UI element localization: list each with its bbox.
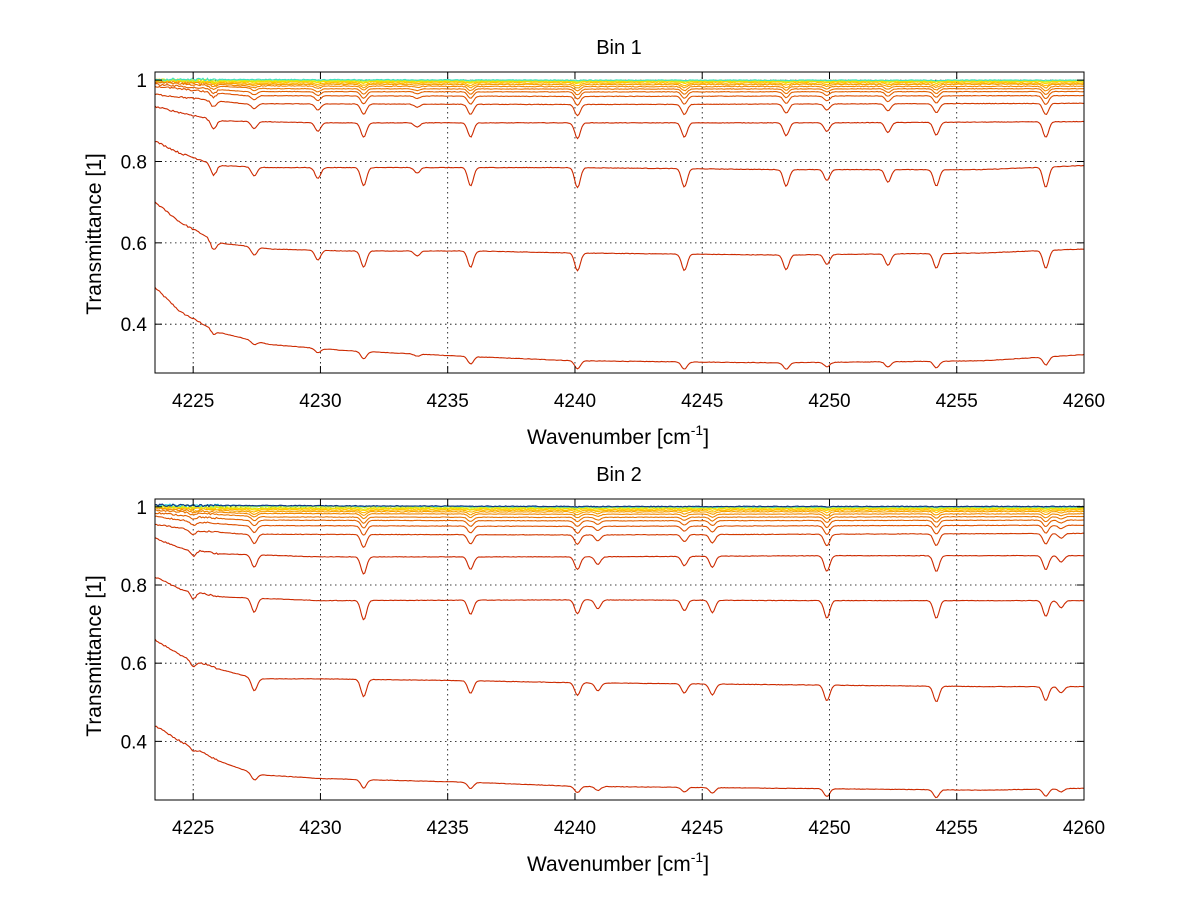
series-line-10 (155, 78, 1084, 89)
x-tick-label: 4255 (936, 391, 978, 412)
series-line-10 (155, 506, 1084, 516)
x-tick-label: 4230 (299, 818, 341, 839)
plot-frame (154, 71, 1085, 374)
series-line-4 (155, 537, 1084, 575)
x-tick-label: 4250 (808, 818, 850, 839)
series-line-13 (155, 505, 1084, 511)
series-line-5 (155, 93, 1084, 117)
plot-frame (154, 498, 1085, 801)
y-tick-label: 1 (136, 71, 147, 92)
chart-bin-1: Bin 1 Wavenumber [cm-1] Transmittance [1… (83, 37, 1105, 449)
series-line-2 (155, 201, 1084, 272)
series-line-7 (155, 83, 1084, 100)
y-tick-label: 0.6 (121, 234, 147, 255)
x-axis-label: Wavenumber [cm-1] (527, 422, 709, 449)
x-tick-label: 4250 (808, 391, 850, 412)
x-tick-label: 4225 (172, 818, 214, 839)
series-line-4 (155, 105, 1084, 140)
series-line-3 (155, 140, 1084, 189)
chart-title: Bin 1 (596, 37, 642, 59)
series-group (155, 77, 1084, 370)
series-line-5 (155, 523, 1084, 549)
series-line-1 (155, 287, 1084, 370)
x-tick-label: 4255 (936, 818, 978, 839)
x-tick-label: 4240 (554, 391, 596, 412)
y-axis-label: Transmittance [1] (83, 575, 106, 736)
x-axis-label-superscript: -1 (691, 849, 704, 865)
x-tick-label: 4245 (681, 818, 723, 839)
x-tick-label: 4235 (427, 391, 469, 412)
series-line-6 (155, 515, 1084, 536)
series-line-9 (155, 507, 1084, 520)
x-axis-label: Wavenumber [cm-1] (527, 849, 709, 876)
series-line-3 (155, 576, 1084, 621)
series-line-8 (155, 509, 1084, 524)
y-tick-label: 0.8 (121, 152, 147, 173)
x-axis-label-superscript: -1 (691, 422, 704, 438)
series-line-2 (155, 638, 1084, 702)
series-line-1 (155, 725, 1084, 799)
x-tick-label: 4245 (681, 391, 723, 412)
chart-title: Bin 2 (596, 464, 642, 486)
y-axis-label: Transmittance [1] (83, 153, 106, 314)
series-line-12 (155, 505, 1084, 512)
x-tick-label: 4260 (1063, 818, 1105, 839)
x-tick-label: 4225 (172, 391, 214, 412)
x-axis-label-text: Wavenumber [cm (527, 853, 691, 876)
y-tick-label: 0.6 (121, 654, 147, 675)
x-tick-label: 4230 (299, 391, 341, 412)
series-group (155, 503, 1084, 799)
x-tick-label: 4260 (1063, 391, 1105, 412)
y-tick-label: 0.8 (121, 576, 147, 597)
x-tick-label: 4235 (427, 818, 469, 839)
series-line-11 (155, 78, 1084, 87)
series-line-8 (155, 80, 1084, 96)
x-axis-label-text: Wavenumber [cm (527, 426, 691, 449)
x-axis-label-end: ] (703, 853, 709, 876)
y-tick-label: 0.4 (121, 732, 148, 753)
chart-bin-2: Bin 2 Wavenumber [cm-1] Transmittance [1… (83, 464, 1105, 876)
x-tick-label: 4240 (554, 818, 596, 839)
y-tick-label: 0.4 (121, 315, 148, 336)
x-axis-label-end: ] (703, 426, 709, 449)
series-line-7 (155, 511, 1084, 529)
series-line-6 (155, 85, 1084, 106)
series-line-9 (155, 78, 1084, 92)
series-line-15 (155, 77, 1084, 82)
series-line-16 (155, 503, 1084, 508)
y-tick-label: 1 (136, 498, 147, 519)
series-line-11 (155, 505, 1084, 514)
